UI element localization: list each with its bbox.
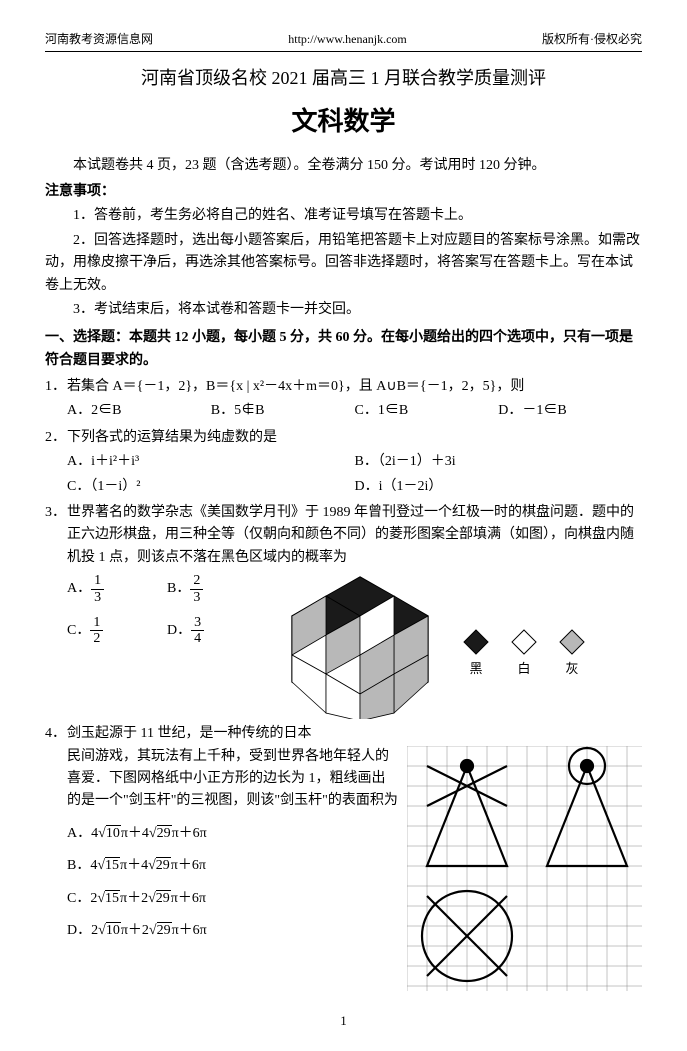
legend-black-icon xyxy=(463,629,489,655)
q4-opt-d: D．210π＋229π＋6π xyxy=(67,920,399,942)
hexagon-figure xyxy=(273,569,448,719)
notice-2: 2．回答选择题时，选出每小题答案后，用铅笔把答题卡上对应题目的答案标号涂黑。如需… xyxy=(45,230,642,297)
q4-opt-b: B．415π＋429π＋6π xyxy=(67,855,399,877)
q1-options: A．2∈B B．5∉B C．1∈B D．－1∈B xyxy=(67,400,642,422)
header-center: http://www.henanjk.com xyxy=(288,30,407,49)
q3-opt-b: B．23 xyxy=(167,573,267,605)
rhombus-legend: 黑 白 灰 xyxy=(454,569,594,680)
q3-stem: 世界著名的数学杂志《美国数学月刊》于 1989 年曾刊登过一个红极一时的棋盘问题… xyxy=(67,502,642,569)
q4-stem-line1: 剑玉起源于 11 世纪，是一种传统的日本 xyxy=(67,723,642,745)
section-1-title: 一、选择题：本题共 12 小题，每小题 5 分，共 60 分。在每小题给出的四个… xyxy=(45,327,642,372)
page-header: 河南教考资源信息网 http://www.henanjk.com 版权所有·侵权… xyxy=(45,30,642,52)
q2-stem: 下列各式的运算结果为纯虚数的是 xyxy=(67,427,642,449)
q3-opt-c: C．12 xyxy=(67,615,167,647)
q3-options: A．13 B．23 C．12 D．34 xyxy=(67,569,267,647)
q1-opt-c: C．1∈B xyxy=(355,400,499,422)
exam-title: 河南省顶级名校 2021 届高三 1 月联合教学质量测评 xyxy=(45,64,642,93)
legend-white-label: 白 xyxy=(511,659,537,680)
q3-opt-a: A．13 xyxy=(67,573,167,605)
q1-opt-a: A．2∈B xyxy=(67,400,211,422)
q2-options-row2: C．（1－i）² D．i（1－2i） xyxy=(67,476,642,498)
q2-options-row1: A．i＋i²＋i³ B．（2i－1）＋3i xyxy=(67,451,642,473)
q4-opt-c: C．215π＋229π＋6π xyxy=(67,888,399,910)
q4-number: 4． xyxy=(45,723,67,745)
legend-white-icon xyxy=(511,629,537,655)
q2-number: 2． xyxy=(45,427,67,449)
legend-gray-label: 灰 xyxy=(559,659,585,680)
q1-opt-b: B．5∉B xyxy=(211,400,355,422)
notice-3: 3．考试结束后，将本试卷和答题卡一并交回。 xyxy=(45,299,642,321)
q2-opt-d: D．i（1－2i） xyxy=(355,476,643,498)
q4-stem-line2: 民间游戏，其玩法有上千种，受到世界各地年轻人的喜爱．下图网格纸中小正方形的边长为… xyxy=(67,746,399,813)
header-left: 河南教考资源信息网 xyxy=(45,30,153,49)
q3-number: 3． xyxy=(45,502,67,524)
q2-opt-c: C．（1－i）² xyxy=(67,476,355,498)
legend-black-label: 黑 xyxy=(463,659,489,680)
exam-intro: 本试题卷共 4 页，23 题（含选考题）。全卷满分 150 分。考试用时 120… xyxy=(45,155,642,177)
q1-stem: 若集合 A＝{－1，2}，B＝{x | x²－4x＋m＝0}，且 A∪B＝{－1… xyxy=(67,376,642,398)
q1-number: 1． xyxy=(45,376,67,398)
question-2: 2． 下列各式的运算结果为纯虚数的是 A．i＋i²＋i³ B．（2i－1）＋3i… xyxy=(45,427,642,498)
q2-opt-b: B．（2i－1）＋3i xyxy=(355,451,643,473)
notice-1: 1．答卷前，考生务必将自己的姓名、准考证号填写在答题卡上。 xyxy=(45,205,642,227)
question-4: 4． 剑玉起源于 11 世纪，是一种传统的日本 民间游戏，其玩法有上千种，受到世… xyxy=(45,723,642,990)
page-number: 1 xyxy=(45,1011,642,1032)
q2-opt-a: A．i＋i²＋i³ xyxy=(67,451,355,473)
q4-opt-a: A．410π＋429π＋6π xyxy=(67,823,399,845)
question-1: 1． 若集合 A＝{－1，2}，B＝{x | x²－4x＋m＝0}，且 A∪B＝… xyxy=(45,376,642,423)
subject-title: 文科数学 xyxy=(45,101,642,143)
header-right: 版权所有·侵权必究 xyxy=(542,30,642,49)
notice-heading: 注意事项： xyxy=(45,181,642,203)
q1-opt-d: D．－1∈B xyxy=(498,400,642,422)
question-3: 3． 世界著名的数学杂志《美国数学月刊》于 1989 年曾刊登过一个红极一时的棋… xyxy=(45,502,642,719)
legend-gray-icon xyxy=(559,629,585,655)
three-view-figure xyxy=(407,746,642,991)
q3-opt-d: D．34 xyxy=(167,615,267,647)
